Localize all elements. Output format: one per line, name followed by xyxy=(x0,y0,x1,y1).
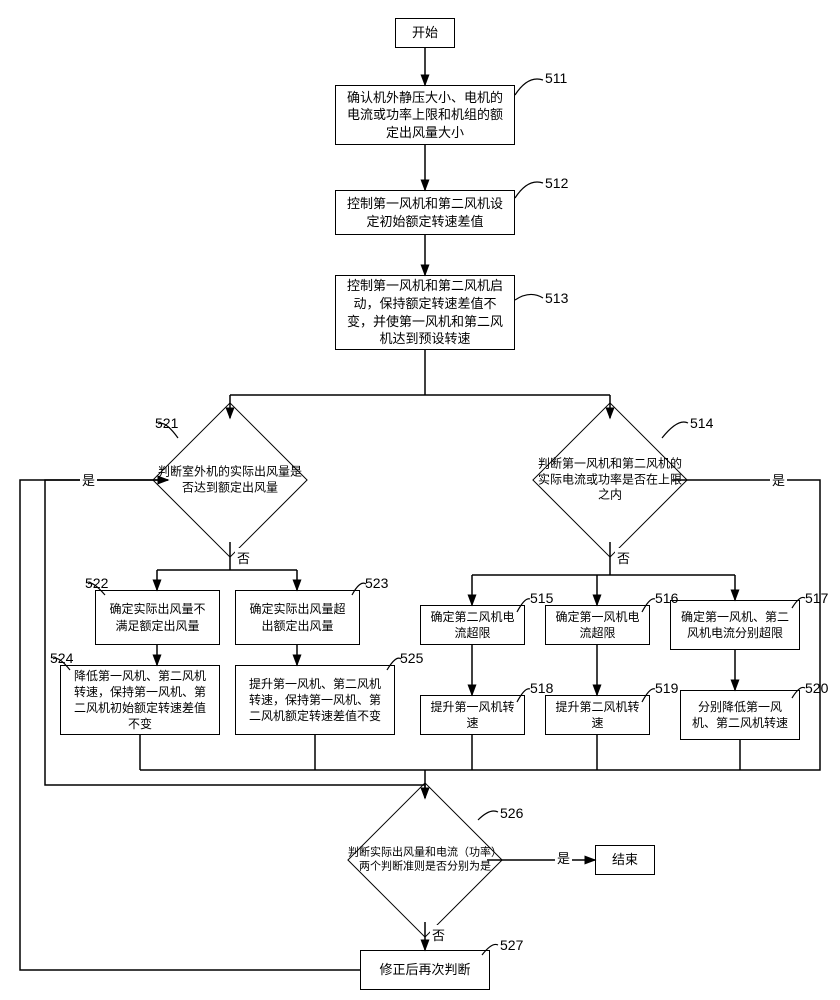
node-520-label: 分别降低第一风机、第二风机转速 xyxy=(689,699,791,731)
tag-519: 519 xyxy=(655,680,678,696)
node-512-label: 控制第一风机和第二风机设定初始额定转速差值 xyxy=(344,195,506,230)
node-513-label: 控制第一风机和第二风机启动，保持额定转速差值不变，并使第一风机和第二风机达到预设… xyxy=(344,277,506,347)
node-511-label: 确认机外静压大小、电机的电流或功率上限和机组的额定出风量大小 xyxy=(344,89,506,142)
node-start: 开始 xyxy=(395,18,455,48)
tag-513: 513 xyxy=(545,290,568,306)
tag-520: 520 xyxy=(805,680,828,696)
decision-521: 判断室外机的实际出风量是否达到额定出风量 xyxy=(175,425,285,535)
node-start-label: 开始 xyxy=(412,24,438,42)
edge-514-yes: 是 xyxy=(770,470,787,489)
node-525: 提升第一风机、第二风机转速，保持第一风机、第二风机额定转速差值不变 xyxy=(235,665,395,735)
node-522-label: 确定实际出风量不满足额定出风量 xyxy=(104,601,211,633)
node-523-label: 确定实际出风量超出额定出风量 xyxy=(244,601,351,633)
edge-521-yes: 是 xyxy=(80,470,97,489)
node-516: 确定第一风机电流超限 xyxy=(545,605,650,645)
node-523: 确定实际出风量超出额定出风量 xyxy=(235,590,360,645)
tag-527: 527 xyxy=(500,937,523,953)
node-512: 控制第一风机和第二风机设定初始额定转速差值 xyxy=(335,190,515,235)
edge-526-no: 否 xyxy=(430,925,447,944)
node-end: 结束 xyxy=(595,845,655,875)
node-515-label: 确定第二风机电流超限 xyxy=(429,609,516,641)
edge-526-yes: 是 xyxy=(555,848,572,867)
node-524: 降低第一风机、第二风机转速，保持第一风机、第二风机初始额定转速差值不变 xyxy=(60,665,220,735)
decision-521-label: 判断室外机的实际出风量是否达到额定出风量 xyxy=(153,464,307,495)
tag-517: 517 xyxy=(805,590,828,606)
decision-514-label: 判断第一风机和第二风机的实际电流或功率是否在上限之内 xyxy=(533,457,687,504)
node-524-label: 降低第一风机、第二风机转速，保持第一风机、第二风机初始额定转速差值不变 xyxy=(69,668,211,733)
node-519-label: 提升第二风机转速 xyxy=(554,699,641,731)
tag-511: 511 xyxy=(545,70,567,86)
tag-524: 524 xyxy=(50,650,73,666)
node-518-label: 提升第一风机转速 xyxy=(429,699,516,731)
tag-526: 526 xyxy=(500,805,523,821)
decision-526: 判断实际出风量和电流（功率）两个判断准则是否分别为是 xyxy=(370,805,480,915)
tag-522: 522 xyxy=(85,575,108,591)
tag-512: 512 xyxy=(545,175,568,191)
tag-516: 516 xyxy=(655,590,678,606)
tag-525: 525 xyxy=(400,650,423,666)
node-513: 控制第一风机和第二风机启动，保持额定转速差值不变，并使第一风机和第二风机达到预设… xyxy=(335,275,515,350)
node-519: 提升第二风机转速 xyxy=(545,695,650,735)
node-517: 确定第一风机、第二风机电流分别超限 xyxy=(670,600,800,650)
node-527: 修正后再次判断 xyxy=(360,950,490,990)
node-522: 确定实际出风量不满足额定出风量 xyxy=(95,590,220,645)
edge-514-no: 否 xyxy=(615,548,632,567)
edge-521-no: 否 xyxy=(235,548,252,567)
node-525-label: 提升第一风机、第二风机转速，保持第一风机、第二风机额定转速差值不变 xyxy=(244,676,386,725)
tag-523: 523 xyxy=(365,575,388,591)
node-516-label: 确定第一风机电流超限 xyxy=(554,609,641,641)
tag-514: 514 xyxy=(690,415,713,431)
tag-518: 518 xyxy=(530,680,553,696)
node-511: 确认机外静压大小、电机的电流或功率上限和机组的额定出风量大小 xyxy=(335,85,515,145)
node-517-label: 确定第一风机、第二风机电流分别超限 xyxy=(679,609,791,641)
decision-526-label: 判断实际出风量和电流（功率）两个判断准则是否分别为是 xyxy=(348,846,502,875)
node-520: 分别降低第一风机、第二风机转速 xyxy=(680,690,800,740)
tag-521: 521 xyxy=(155,415,178,431)
node-end-label: 结束 xyxy=(612,851,638,869)
node-518: 提升第一风机转速 xyxy=(420,695,525,735)
node-515: 确定第二风机电流超限 xyxy=(420,605,525,645)
node-527-label: 修正后再次判断 xyxy=(379,961,470,979)
decision-514: 判断第一风机和第二风机的实际电流或功率是否在上限之内 xyxy=(555,425,665,535)
tag-515: 515 xyxy=(530,590,553,606)
